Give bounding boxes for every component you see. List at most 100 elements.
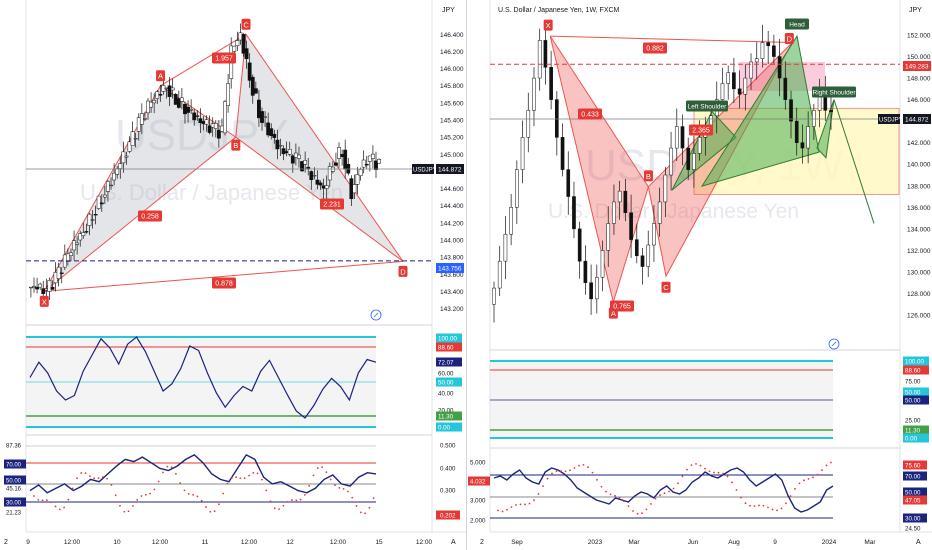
candle-body [297,154,301,159]
osc2-dot [591,471,594,474]
right-hs-projection [833,99,875,224]
osc2-left-tick: 2.000 [470,518,486,525]
candle-body [257,99,261,119]
osc2-dot [286,500,289,503]
osc2-dot [355,505,358,507]
candle-body [201,121,206,125]
left-corner-label[interactable]: A [451,539,456,546]
osc2-dot [359,511,362,514]
right-price-axis[interactable]: 152.000150.000148.000146.000144.000142.0… [907,33,931,320]
candle-body [355,174,360,185]
candle-body [192,112,197,121]
osc2-dot [659,494,661,497]
time-axis-tick: 9 [26,539,30,546]
ratio-label: 0.882 [646,46,664,53]
osc2-dot [162,471,164,474]
osc2-dot [812,476,814,479]
osc2-dot [519,503,522,506]
osc2-dot [226,482,229,485]
candle-body [766,42,770,47]
left-price-axis[interactable]: 146.400 146.200 146.000 145.800 145.600 145.4… [440,32,464,313]
candle-body [623,190,628,213]
right-time-axis[interactable]: Sep 2023 Mar Jun Aug 9 2024 Mar [511,539,876,546]
candle-body [503,233,508,262]
left-blue-tag: 143.756 [436,263,464,273]
left-time-axis[interactable]: 9 12:00 10 12:00 11 12:00 12 12:00 15 12:00 [26,539,432,546]
osc1-axis-tick: 0.00 [905,436,918,443]
candle-body [250,76,255,96]
candle-body [343,149,348,170]
left-currency-label: JPY [442,7,455,14]
osc2-dot [256,472,259,475]
candle-body [806,126,810,149]
osc2-dot [771,508,774,511]
osc2-dot [89,475,91,478]
osc2-axis-tag [4,475,26,485]
osc1-axis-tag [436,422,462,432]
osc2-right-tick: 47.05 [905,498,921,505]
osc2-left-tick: 21.23 [6,511,22,517]
candle-body [59,272,64,274]
price-axis-tick: 146.000 [440,66,464,73]
settings-icon[interactable] [370,309,382,321]
osc2-dot [627,505,630,508]
osc2-dot [261,478,263,481]
ratio-label: 0.258 [141,214,159,221]
osc2-dot [76,477,78,480]
osc2-dot [347,490,349,493]
price-axis-tick: 144.600 [440,186,464,193]
svg-text:USDJPY: USDJPY [413,168,437,174]
right-corner-label[interactable]: A [916,539,921,546]
settings-icon[interactable] [828,338,840,350]
candle-body [749,61,753,79]
candle-body [260,111,264,123]
candle-body [146,100,150,114]
time-axis-tick: Sep [511,539,523,546]
right-price-tag-value: 144.872 [905,117,929,124]
pattern-label-C: C [243,20,249,29]
candle-body [617,190,622,203]
candle-body [555,99,559,138]
ratio-label-box [643,42,667,54]
panel-divider [466,0,467,550]
candle-body [72,240,76,251]
candle-body [78,233,83,241]
left-price-tag: USDJPY 144.872 [412,164,464,174]
candle-body [269,128,274,136]
pattern-label-D: D [787,35,793,44]
left-chart-panel[interactable]: USDJPY U.S. Dollar / Japanese Yen XABCD … [4,0,466,546]
candle-body [352,184,357,194]
candle-body [50,286,55,290]
candle-body [371,153,375,159]
osc2-dot [735,489,738,491]
candle-body [327,166,332,181]
osc2-right-tick: 0.400 [440,466,456,473]
osc2-left-tag [468,476,490,486]
ratio-label: 0.765 [613,304,631,311]
candle-body [754,58,759,63]
candle-body [515,169,519,208]
osc2-right-tick: 0.500 [440,443,456,450]
pattern-label-box [398,265,408,277]
candle-body [87,213,92,226]
osc2-dot [681,475,684,478]
candle-body [652,223,656,246]
left-price-tag-value: 144.872 [438,167,462,174]
candle-body [789,99,793,122]
candle-body [657,201,662,224]
candle-body [195,115,200,117]
osc2-dot [80,472,83,474]
right-chart-title: U.S. Dollar / Japanese Yen, 1W, FXCM [498,7,620,14]
osc2-right-tag [903,495,927,505]
candle-body [364,164,369,166]
price-axis-tick: 145.200 [440,135,464,142]
osc2-dot [278,508,280,511]
right-chart-panel[interactable]: U.S. Dollar / Japanese Yen, 1W, FXCM USD… [468,0,932,546]
candle-body [281,148,286,155]
osc2-dot [794,487,796,490]
osc2-dot [672,487,675,490]
osc2-dot [119,504,121,507]
ratio-label-box [320,198,344,210]
price-axis-tick: 148.000 [907,76,931,83]
